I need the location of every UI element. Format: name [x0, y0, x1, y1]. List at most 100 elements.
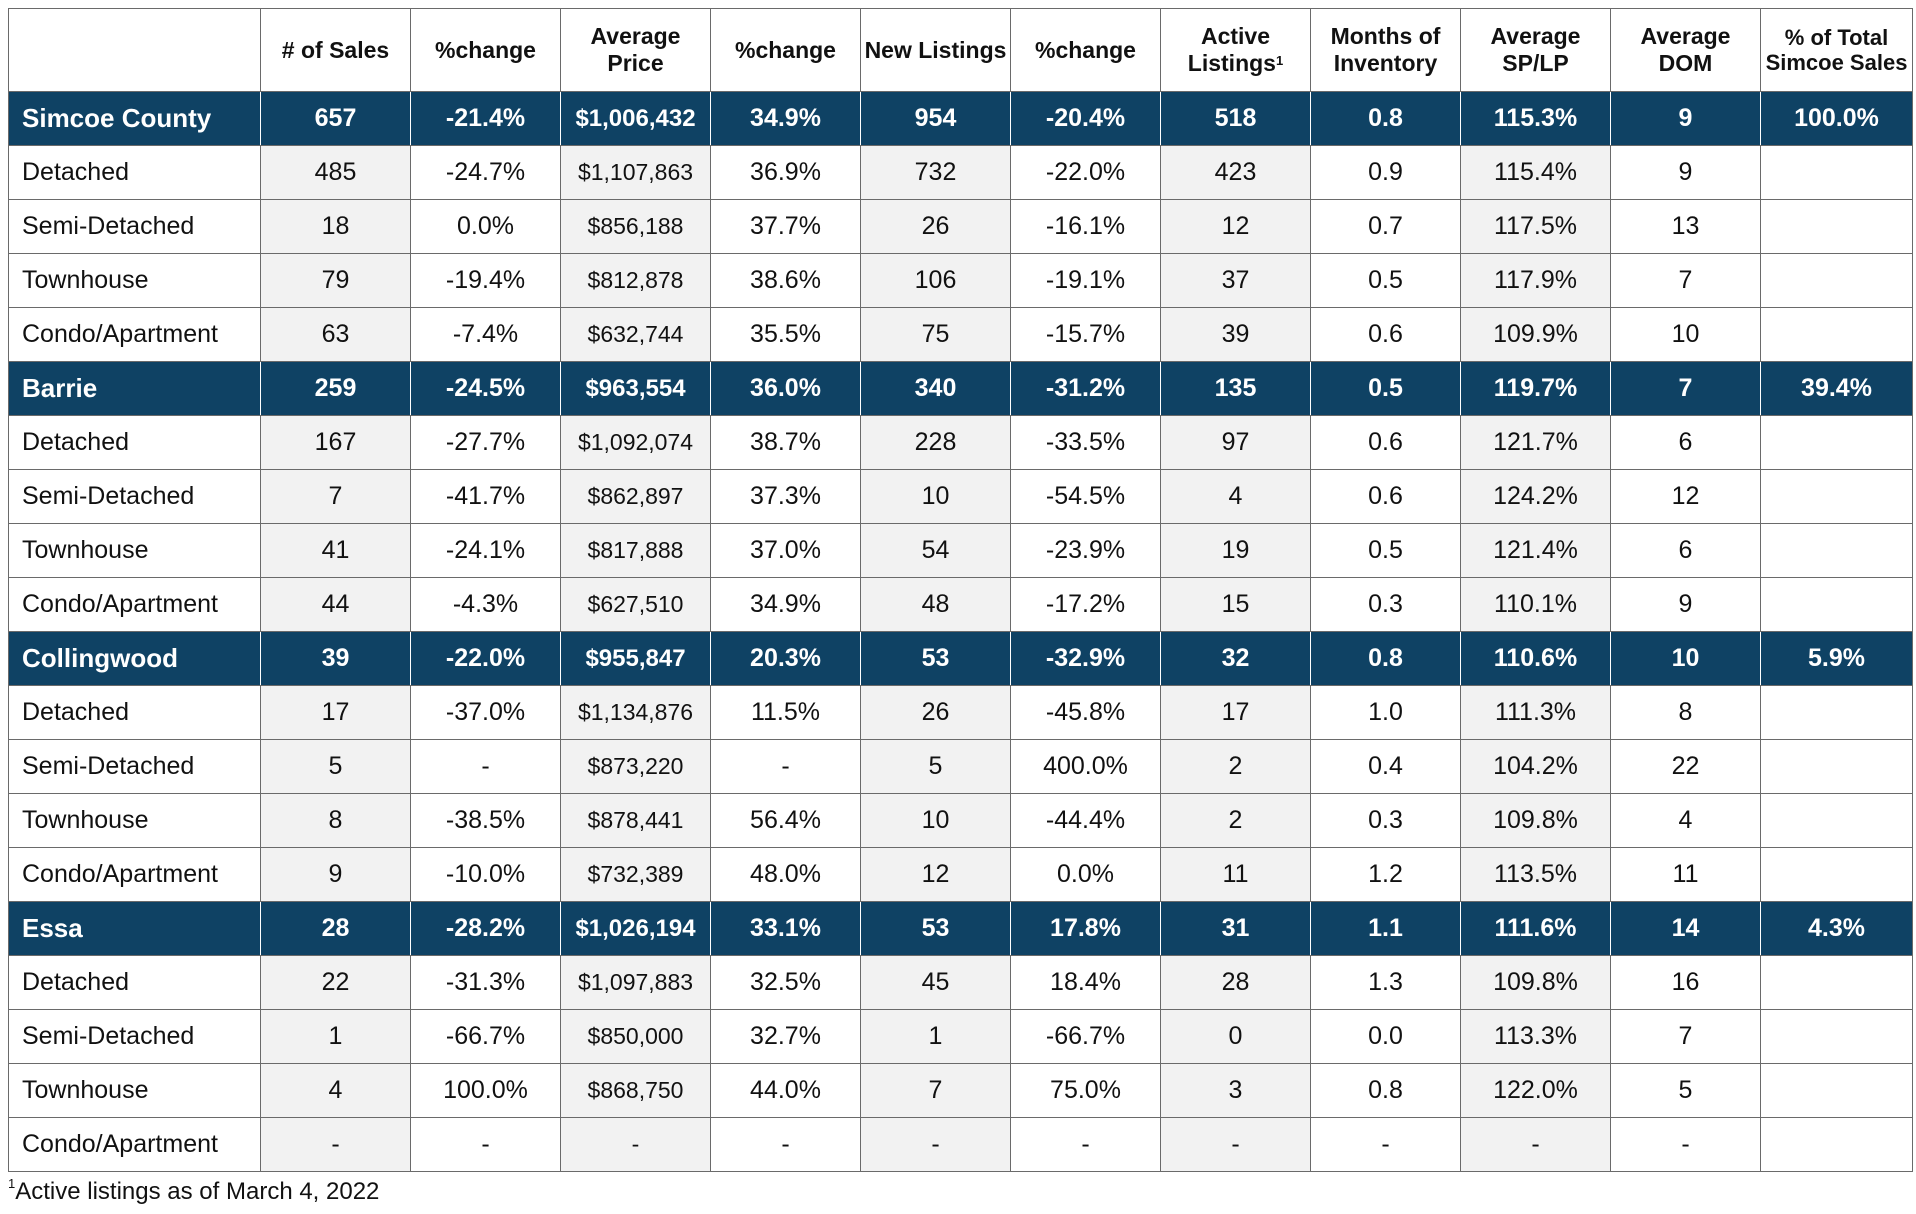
property-type-label: Semi-Detached: [8, 739, 261, 794]
cell-sales: 39: [260, 631, 411, 686]
property-type-row: Semi-Detached 18 0.0% $856,188 37.7% 26 -16.1%…: [8, 199, 1913, 254]
property-type-label: Semi-Detached: [8, 1009, 261, 1064]
cell-average-price: $627,510: [560, 577, 711, 632]
cell-new-listings: 106: [860, 253, 1011, 308]
cell-price-change: 48.0%: [710, 847, 861, 902]
cell-dom: 7: [1610, 1009, 1761, 1064]
cell-pct-total: [1760, 955, 1913, 1010]
property-type-label: Townhouse: [8, 253, 261, 308]
cell-months-inventory: 0.6: [1310, 469, 1461, 524]
cell-sp-lp: 124.2%: [1460, 469, 1611, 524]
cell-price-change: 32.5%: [710, 955, 861, 1010]
cell-pct-total: 39.4%: [1760, 361, 1913, 416]
cell-price-change: 33.1%: [710, 901, 861, 956]
header-active-listings: Active Listings1: [1160, 8, 1311, 92]
cell-months-inventory: 0.3: [1310, 577, 1461, 632]
cell-new-listings: 26: [860, 199, 1011, 254]
cell-sp-lp: 117.5%: [1460, 199, 1611, 254]
cell-price-change: 37.7%: [710, 199, 861, 254]
header-new-listings: New Listings: [860, 8, 1011, 92]
cell-months-inventory: 0.0: [1310, 1009, 1461, 1064]
property-type-row: Semi-Detached 7 -41.7% $862,897 37.3% 10 -54.5…: [8, 469, 1913, 524]
cell-average-price: $1,097,883: [560, 955, 711, 1010]
cell-new-listings: 12: [860, 847, 1011, 902]
cell-sales: 259: [260, 361, 411, 416]
cell-active-listings: -: [1160, 1117, 1311, 1172]
cell-price-change: 34.9%: [710, 577, 861, 632]
cell-sales-change: -38.5%: [410, 793, 561, 848]
cell-new-listings: 75: [860, 307, 1011, 362]
cell-sales-change: -27.7%: [410, 415, 561, 470]
cell-active-listings: 17: [1160, 685, 1311, 740]
cell-dom: 10: [1610, 631, 1761, 686]
cell-price-change: 37.3%: [710, 469, 861, 524]
property-type-label: Townhouse: [8, 1063, 261, 1118]
cell-sales: 28: [260, 901, 411, 956]
cell-average-price: $873,220: [560, 739, 711, 794]
cell-listings-change: -17.2%: [1010, 577, 1161, 632]
cell-average-price: $856,188: [560, 199, 711, 254]
cell-dom: 13: [1610, 199, 1761, 254]
footnote: 1Active listings as of March 4, 2022: [8, 1176, 379, 1206]
cell-dom: 11: [1610, 847, 1761, 902]
header-sales-change: %change: [410, 8, 561, 92]
cell-average-price: $1,006,432: [560, 91, 711, 146]
cell-pct-total: [1760, 793, 1913, 848]
cell-active-listings: 31: [1160, 901, 1311, 956]
footnote-marker: 1: [1275, 53, 1284, 68]
header-dom: Average DOM: [1610, 8, 1761, 92]
cell-dom: 4: [1610, 793, 1761, 848]
cell-listings-change: -45.8%: [1010, 685, 1161, 740]
cell-average-price: $732,389: [560, 847, 711, 902]
cell-new-listings: 7: [860, 1063, 1011, 1118]
cell-sales-change: 100.0%: [410, 1063, 561, 1118]
cell-sales-change: -24.5%: [410, 361, 561, 416]
cell-listings-change: 0.0%: [1010, 847, 1161, 902]
cell-active-listings: 423: [1160, 145, 1311, 200]
cell-dom: 10: [1610, 307, 1761, 362]
cell-sp-lp: 121.4%: [1460, 523, 1611, 578]
cell-listings-change: 17.8%: [1010, 901, 1161, 956]
cell-months-inventory: 0.5: [1310, 523, 1461, 578]
cell-listings-change: -16.1%: [1010, 199, 1161, 254]
cell-new-listings: 54: [860, 523, 1011, 578]
property-type-label: Condo/Apartment: [8, 307, 261, 362]
cell-sales: 8: [260, 793, 411, 848]
cell-average-price: $862,897: [560, 469, 711, 524]
cell-new-listings: 10: [860, 469, 1011, 524]
cell-sp-lp: 121.7%: [1460, 415, 1611, 470]
cell-sp-lp: 109.8%: [1460, 793, 1611, 848]
cell-active-listings: 97: [1160, 415, 1311, 470]
property-type-row: Detached 485 -24.7% $1,107,863 36.9% 732 -22.0…: [8, 145, 1913, 200]
header-pct-total: % of Total Simcoe Sales: [1760, 8, 1913, 92]
cell-listings-change: 18.4%: [1010, 955, 1161, 1010]
cell-pct-total: [1760, 1063, 1913, 1118]
cell-price-change: 36.0%: [710, 361, 861, 416]
cell-new-listings: 45: [860, 955, 1011, 1010]
region-row: Barrie 259 -24.5% $963,554 36.0% 340 -31.2% 135…: [8, 361, 1913, 416]
property-type-label: Townhouse: [8, 523, 261, 578]
cell-months-inventory: 0.7: [1310, 199, 1461, 254]
cell-dom: 12: [1610, 469, 1761, 524]
cell-pct-total: [1760, 307, 1913, 362]
cell-listings-change: -15.7%: [1010, 307, 1161, 362]
region-name: Collingwood: [8, 631, 261, 686]
cell-price-change: 38.7%: [710, 415, 861, 470]
cell-new-listings: 53: [860, 631, 1011, 686]
cell-months-inventory: 1.0: [1310, 685, 1461, 740]
cell-dom: 8: [1610, 685, 1761, 740]
cell-months-inventory: 1.2: [1310, 847, 1461, 902]
property-type-label: Condo/Apartment: [8, 1117, 261, 1172]
cell-active-listings: 2: [1160, 793, 1311, 848]
cell-dom: 6: [1610, 523, 1761, 578]
cell-price-change: 36.9%: [710, 145, 861, 200]
footnote-marker: 1: [8, 1176, 16, 1191]
cell-average-price: $850,000: [560, 1009, 711, 1064]
cell-sp-lp: 113.3%: [1460, 1009, 1611, 1064]
cell-new-listings: 228: [860, 415, 1011, 470]
cell-active-listings: 19: [1160, 523, 1311, 578]
cell-listings-change: -44.4%: [1010, 793, 1161, 848]
property-type-label: Condo/Apartment: [8, 847, 261, 902]
cell-listings-change: -31.2%: [1010, 361, 1161, 416]
cell-listings-change: -32.9%: [1010, 631, 1161, 686]
